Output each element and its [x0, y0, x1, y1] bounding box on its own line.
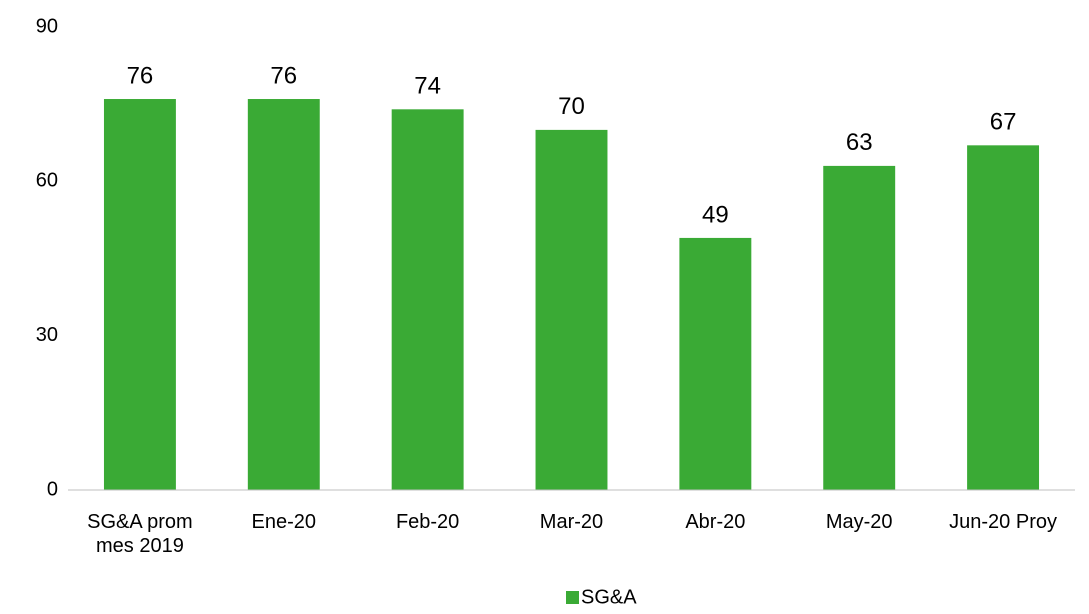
bar: [967, 145, 1040, 491]
x-tick-label: Ene-20: [251, 511, 317, 533]
x-tick-label: Mar-20: [539, 511, 604, 533]
bar: [535, 129, 608, 490]
legend-label: SG&A: [581, 586, 637, 608]
data-label: 49: [702, 201, 729, 228]
data-label: 76: [127, 62, 154, 89]
x-tick-label: Jun-20 Proy: [949, 511, 1057, 533]
x-tick-label: Abr-20: [685, 511, 746, 533]
x-tick-label: May-20: [825, 511, 893, 533]
x-tick-label: SG&A prom mes 2019: [87, 511, 193, 557]
bar: [247, 99, 320, 491]
bar: [103, 99, 176, 491]
bar: [679, 237, 752, 490]
bar: [823, 165, 896, 490]
y-tick-label: 90: [36, 15, 58, 37]
x-tick-label: Feb-20: [395, 511, 460, 533]
bar: [391, 109, 464, 491]
y-tick-label: 30: [36, 324, 58, 346]
data-label: 67: [990, 109, 1017, 136]
data-label: 63: [846, 129, 873, 156]
y-tick-label: 60: [36, 170, 58, 192]
data-label: 76: [270, 62, 297, 89]
data-label: 74: [414, 73, 441, 100]
legend-swatch: [566, 591, 579, 604]
y-tick-label: 0: [47, 478, 58, 500]
data-label: 70: [558, 93, 585, 120]
